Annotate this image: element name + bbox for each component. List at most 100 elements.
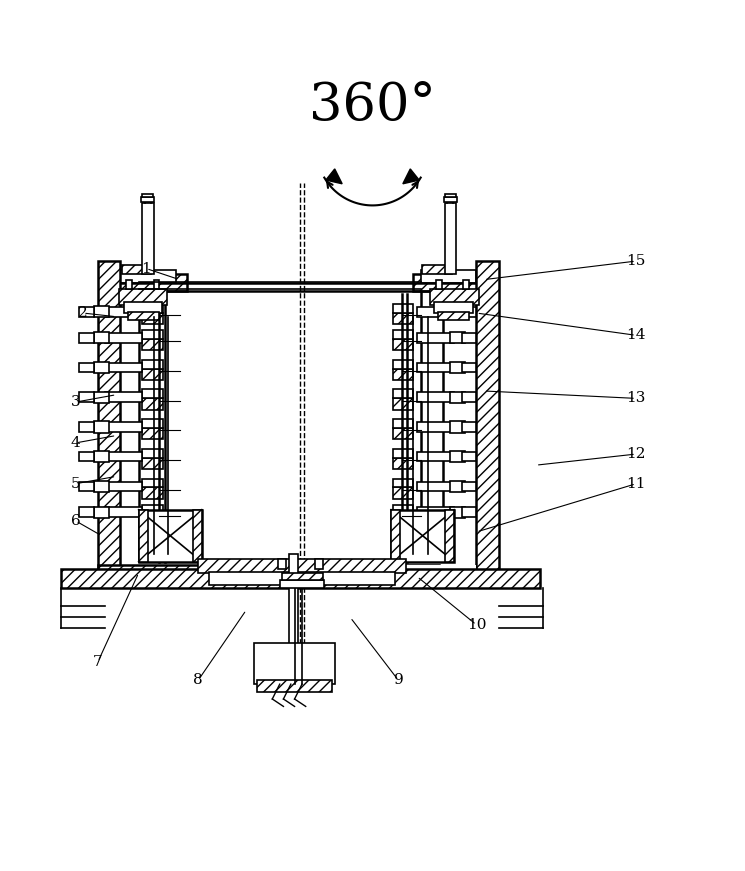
Bar — [209, 572, 395, 585]
Bar — [431, 288, 478, 305]
Bar — [79, 333, 94, 342]
Bar — [142, 389, 163, 398]
Bar — [98, 565, 440, 580]
Bar — [142, 339, 163, 350]
Bar — [462, 452, 476, 462]
Bar — [451, 392, 466, 403]
Bar — [116, 274, 187, 291]
Bar — [393, 488, 413, 498]
Bar — [139, 510, 202, 562]
Bar — [393, 478, 413, 488]
Bar — [142, 513, 163, 524]
Bar — [94, 362, 109, 373]
Bar — [94, 307, 109, 318]
Bar — [446, 510, 454, 562]
Bar — [94, 451, 109, 463]
Bar — [393, 313, 413, 324]
Bar — [446, 194, 456, 197]
Bar — [391, 510, 454, 562]
Bar — [451, 362, 466, 373]
Bar — [118, 288, 167, 305]
Bar — [436, 280, 442, 288]
Bar — [153, 280, 159, 288]
Bar — [417, 333, 454, 342]
Bar — [393, 330, 413, 339]
Bar — [393, 398, 413, 409]
Text: 11: 11 — [627, 476, 646, 490]
Bar — [434, 302, 472, 313]
Polygon shape — [326, 169, 342, 184]
Bar — [393, 360, 413, 368]
Bar — [462, 362, 476, 373]
Bar — [278, 558, 285, 569]
Text: 2: 2 — [78, 306, 88, 320]
Bar — [98, 261, 120, 580]
Bar — [451, 333, 466, 343]
Bar — [393, 504, 413, 513]
Bar — [254, 644, 335, 684]
Bar — [142, 419, 163, 428]
Bar — [105, 362, 142, 373]
Bar — [451, 422, 466, 433]
Bar — [79, 452, 94, 462]
Bar — [105, 422, 142, 432]
Bar — [105, 393, 142, 402]
Bar — [142, 488, 163, 498]
Bar — [142, 304, 163, 313]
Bar — [421, 270, 476, 283]
Text: 1: 1 — [142, 261, 151, 275]
Text: 13: 13 — [627, 391, 646, 405]
Bar — [417, 482, 454, 491]
Bar — [446, 203, 457, 273]
Bar — [79, 393, 94, 402]
Bar — [393, 339, 413, 350]
Bar — [462, 482, 476, 491]
Bar — [258, 680, 332, 692]
Bar — [417, 362, 454, 373]
Bar — [142, 194, 153, 197]
Text: 6: 6 — [71, 514, 80, 528]
Bar — [462, 393, 476, 402]
Bar — [127, 312, 159, 321]
Bar — [391, 510, 400, 562]
Bar — [315, 558, 323, 569]
Bar — [94, 333, 109, 343]
Bar — [142, 368, 163, 380]
Bar — [79, 362, 94, 373]
Bar — [282, 573, 323, 580]
Bar — [413, 274, 484, 291]
Text: 14: 14 — [627, 328, 646, 342]
Bar — [142, 360, 163, 368]
Bar — [79, 508, 94, 517]
Text: 15: 15 — [627, 254, 646, 268]
Bar — [462, 508, 476, 517]
Text: 7: 7 — [93, 655, 103, 669]
Bar — [462, 333, 476, 342]
Bar — [193, 510, 202, 562]
Bar — [142, 449, 163, 458]
Bar — [141, 197, 154, 202]
Bar — [417, 307, 454, 317]
Bar — [417, 452, 454, 462]
Bar — [451, 451, 466, 463]
Bar — [126, 280, 132, 288]
Bar — [393, 449, 413, 458]
Bar — [289, 554, 298, 651]
Bar — [476, 261, 498, 580]
Bar — [286, 647, 301, 673]
Text: 9: 9 — [393, 673, 403, 687]
Text: 8: 8 — [193, 673, 203, 687]
Bar — [79, 422, 94, 432]
Bar — [393, 458, 413, 469]
Bar — [105, 452, 142, 462]
Bar — [61, 569, 539, 588]
Bar — [438, 312, 469, 321]
Bar — [94, 422, 109, 433]
Bar — [451, 481, 466, 492]
Bar — [105, 333, 142, 342]
Bar — [451, 507, 466, 518]
Bar — [232, 565, 476, 580]
Text: 3: 3 — [71, 395, 80, 409]
Bar — [417, 422, 454, 432]
Bar — [142, 398, 163, 409]
